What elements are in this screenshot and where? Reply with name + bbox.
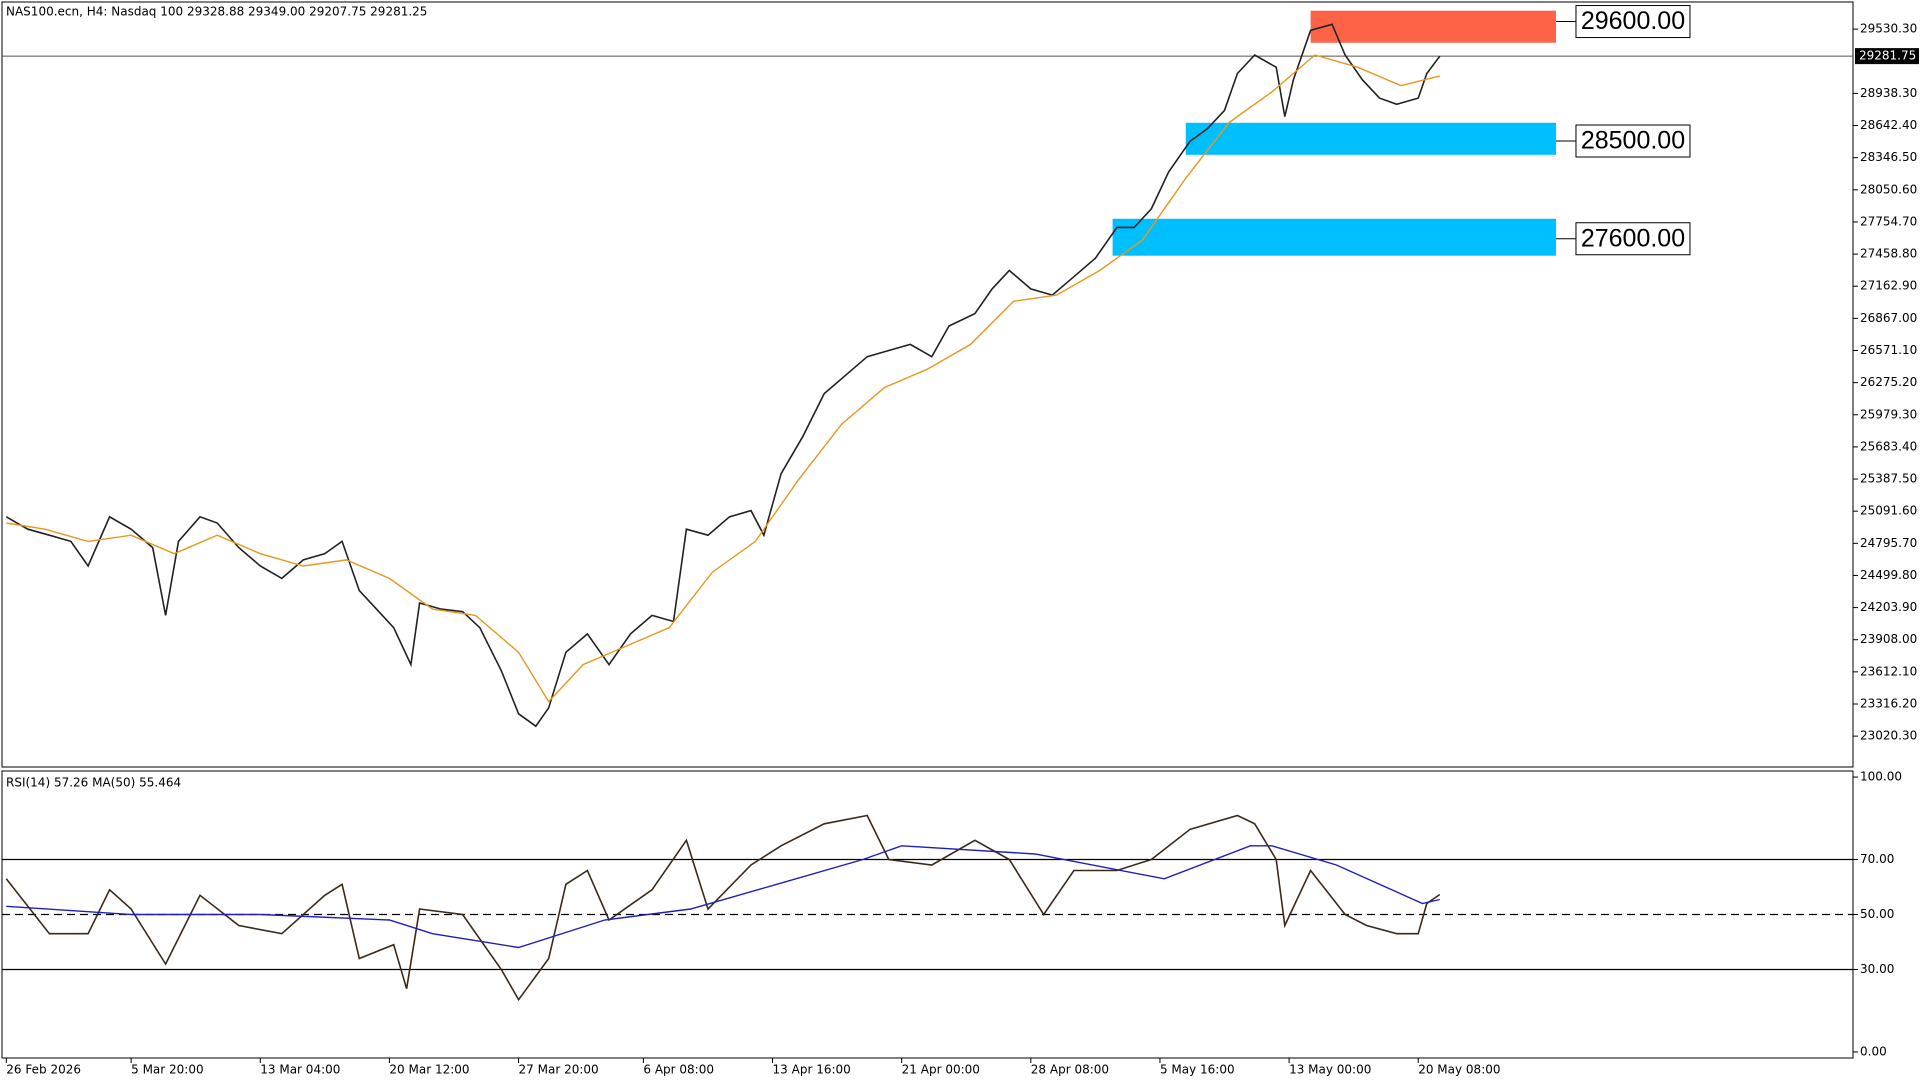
x-tick-label: 27 Mar 20:00 [519, 1063, 599, 1077]
zone [1185, 122, 1556, 155]
last-price-label: 29281.75 [1859, 49, 1916, 63]
series-line [5, 23, 1441, 728]
zone-label-box [1575, 222, 1691, 256]
zone-label: 28500.00 [1581, 127, 1685, 155]
zone-label-box [1575, 124, 1691, 158]
y-tick-label: 23020.30 [1860, 729, 1917, 743]
x-tick-label: 6 Apr 08:00 [643, 1063, 714, 1077]
y-tick-label: 23908.00 [1860, 632, 1917, 646]
series-line [5, 814, 1441, 1002]
y-tick-label: 28346.50 [1860, 150, 1917, 164]
x-tick-label: 13 May 00:00 [1289, 1063, 1371, 1077]
y-tick-label: 25387.50 [1860, 472, 1917, 486]
y-tick-label: 28938.30 [1860, 86, 1917, 100]
series-line [6, 845, 1440, 949]
zone [1310, 10, 1556, 43]
main-title: NAS100.ecn, H4: Nasdaq 100 29328.88 2934… [6, 5, 427, 19]
y-tick-label: 28050.60 [1860, 182, 1917, 196]
zone-label: 27600.00 [1581, 224, 1685, 252]
x-tick-label: 13 Mar 04:00 [260, 1063, 340, 1077]
zone-label: 29600.00 [1581, 7, 1685, 35]
x-tick-label: 26 Feb 2026 [6, 1063, 81, 1077]
x-tick-label: 5 Mar 20:00 [131, 1063, 204, 1077]
last-price-box [1855, 48, 1919, 65]
zone-label-box [1575, 5, 1691, 39]
y-tick-label: 26867.00 [1860, 311, 1917, 325]
x-tick-label: 20 May 08:00 [1418, 1063, 1500, 1077]
x-tick-label: 28 Apr 08:00 [1031, 1063, 1109, 1077]
y-tick-label: 25683.40 [1860, 439, 1917, 453]
x-tick-label: 5 May 16:00 [1160, 1063, 1235, 1077]
y-tick-label: 26571.10 [1860, 343, 1917, 357]
zone [1112, 218, 1556, 256]
x-tick-label: 20 Mar 12:00 [389, 1063, 469, 1077]
y-tick-label: 23316.20 [1860, 696, 1917, 710]
y-tick-label: 25091.60 [1860, 504, 1917, 518]
y-tick-label: 25979.30 [1860, 407, 1917, 421]
y-tick-label: 30.00 [1860, 962, 1894, 976]
y-tick-label: 50.00 [1860, 907, 1894, 921]
y-tick-label: 27162.90 [1860, 279, 1917, 293]
y-tick-label: 24203.90 [1860, 600, 1917, 614]
main-panel [1, 1, 1854, 768]
y-tick-label: 24499.80 [1860, 568, 1917, 582]
y-tick-label: 27754.70 [1860, 214, 1917, 228]
y-tick-label: 28642.40 [1860, 118, 1917, 132]
y-tick-label: 0.00 [1860, 1044, 1887, 1058]
series-line [6, 54, 1440, 703]
y-tick-label: 23612.10 [1860, 664, 1917, 678]
x-tick-label: 21 Apr 00:00 [902, 1063, 980, 1077]
y-tick-label: 70.00 [1860, 852, 1894, 866]
y-tick-label: 100.00 [1860, 770, 1902, 784]
y-tick-label: 29530.30 [1860, 22, 1917, 36]
y-tick-label: 24795.70 [1860, 536, 1917, 550]
rsi-title: RSI(14) 57.26 MA(50) 55.464 [6, 776, 181, 790]
y-tick-label: 27458.80 [1860, 247, 1917, 261]
x-tick-label: 13 Apr 16:00 [773, 1063, 851, 1077]
y-tick-label: 26275.20 [1860, 375, 1917, 389]
